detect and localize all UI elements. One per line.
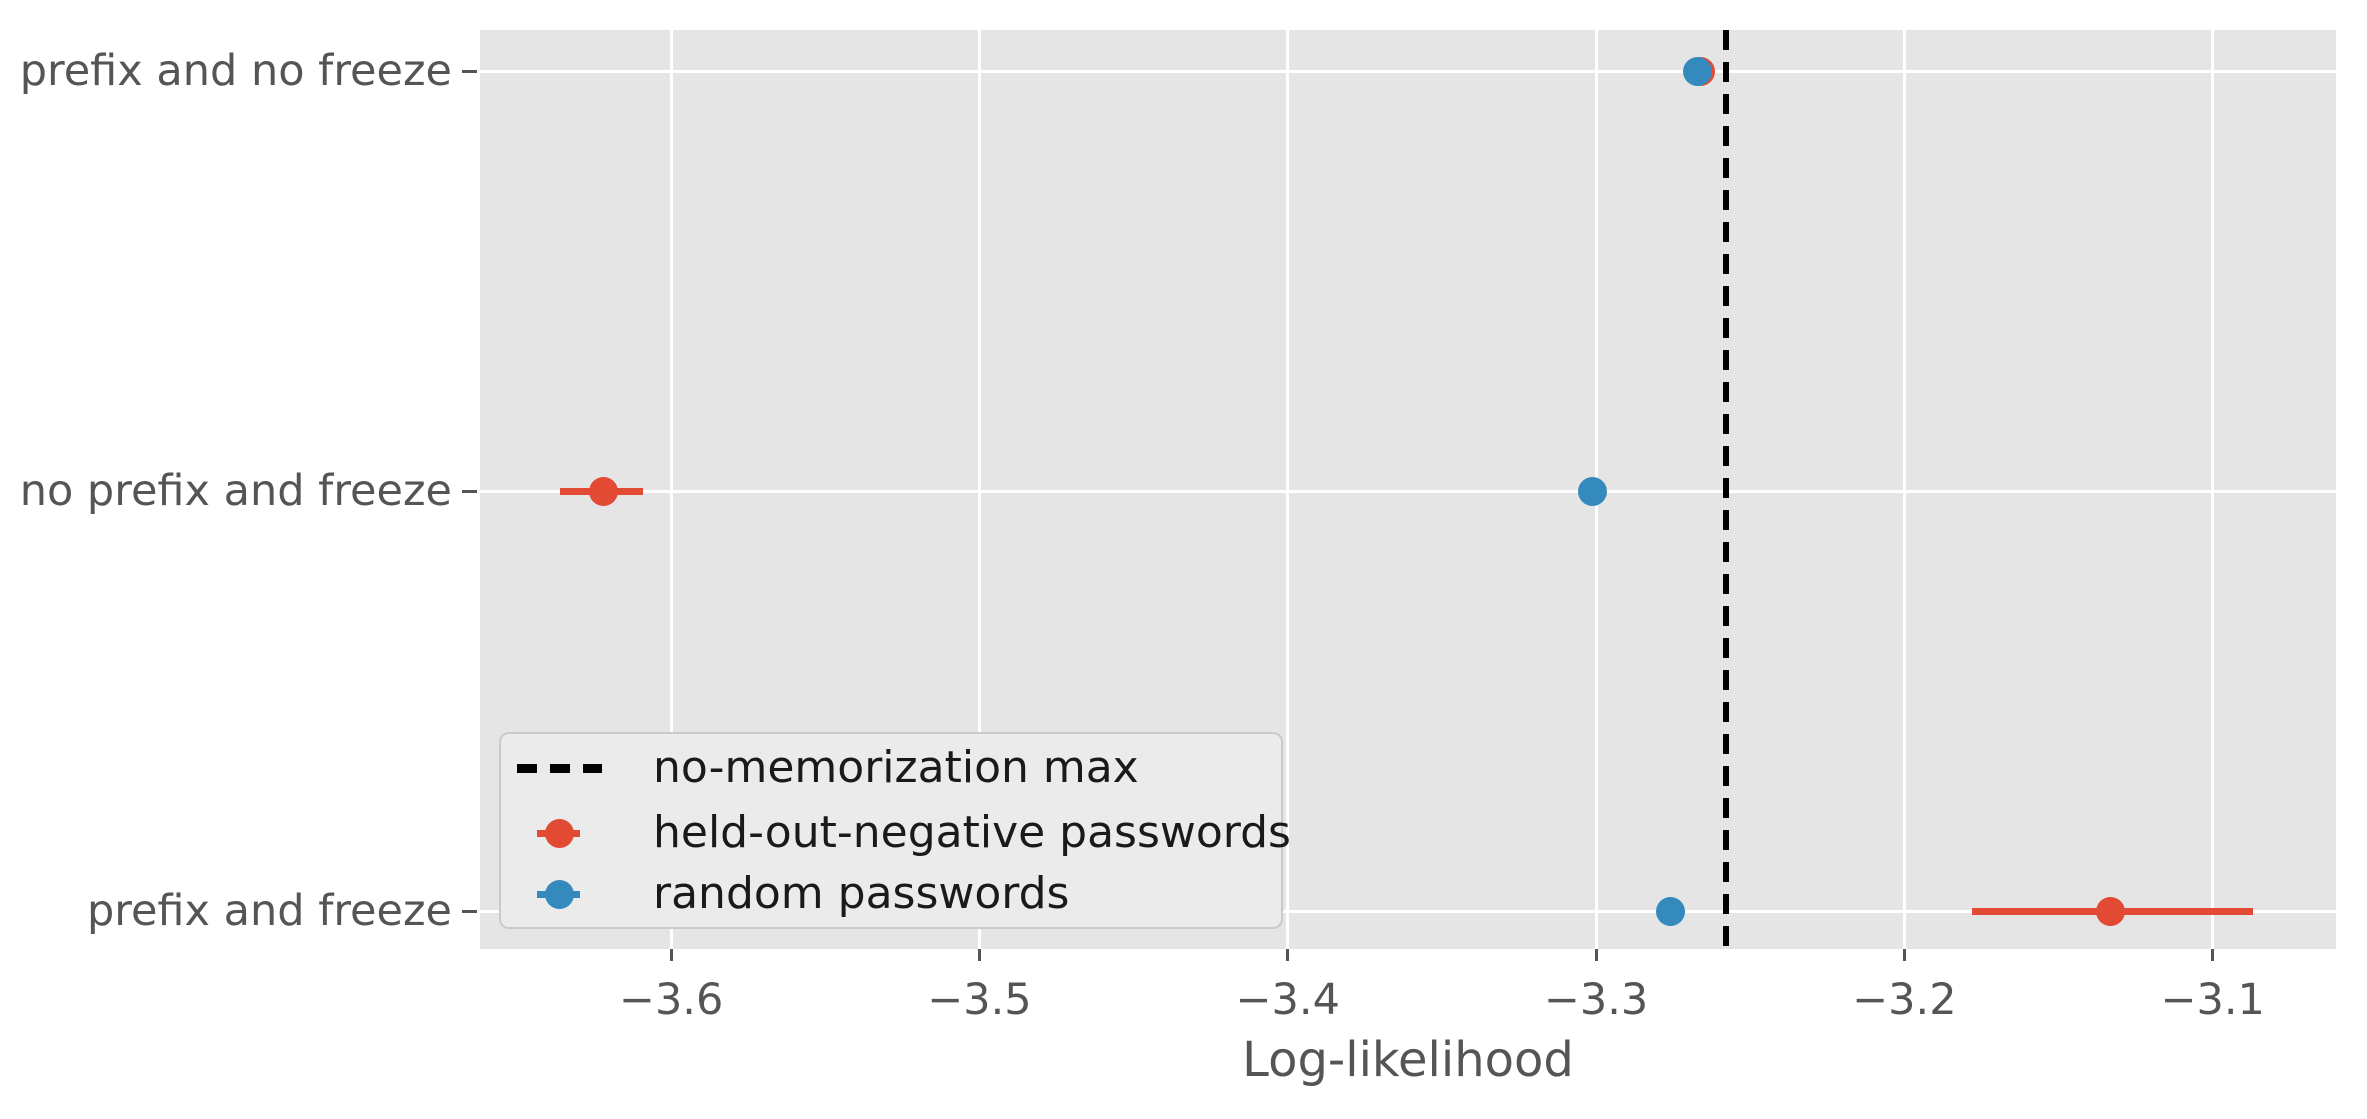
x-tick-mark bbox=[977, 949, 981, 961]
x-tick-label: −3.1 bbox=[2160, 975, 2265, 1025]
marker-random-passwords bbox=[1683, 56, 1713, 86]
no-memorization-max-line bbox=[1722, 30, 1729, 949]
x-tick-label: −3.3 bbox=[1543, 975, 1649, 1025]
errorbar-marker-icon bbox=[517, 870, 621, 918]
legend-dot-swatch bbox=[545, 819, 574, 848]
y-gridline bbox=[480, 489, 2336, 493]
legend-label: no-memorization max bbox=[653, 742, 1139, 793]
y-tick-mark bbox=[462, 69, 477, 73]
y-tick-label: prefix and freeze bbox=[86, 886, 452, 936]
x-tick-mark bbox=[1594, 949, 1598, 961]
marker-held-out-negative-passwords bbox=[2096, 896, 2126, 926]
x-tick-label: −3.6 bbox=[618, 975, 724, 1025]
legend-entry-random-passwords: random passwords bbox=[517, 870, 1271, 918]
legend-entry-held-out-negative-passwords: held-out-negative passwords bbox=[517, 809, 1291, 857]
y-tick-label: no prefix and freeze bbox=[19, 466, 452, 516]
legend: no-memorization max held-out-negative pas… bbox=[499, 732, 1291, 929]
dashed-line-icon bbox=[517, 744, 621, 792]
y-tick-mark bbox=[462, 909, 477, 913]
x-tick-label: −3.2 bbox=[1852, 975, 1957, 1025]
x-axis-label: Log-likelihood bbox=[1242, 1032, 1574, 1088]
legend-label: held-out-negative passwords bbox=[653, 807, 1291, 858]
y-tick-mark bbox=[462, 489, 477, 493]
legend-dot-swatch bbox=[545, 880, 574, 909]
x-tick-mark bbox=[669, 949, 673, 961]
x-tick-label: −3.4 bbox=[1235, 975, 1340, 1025]
legend-label: random passwords bbox=[653, 868, 1070, 919]
marker-random-passwords bbox=[1655, 896, 1685, 926]
marker-random-passwords bbox=[1578, 476, 1608, 506]
x-tick-mark bbox=[2211, 949, 2215, 961]
legend-dash-swatch bbox=[517, 764, 602, 773]
errorbar-marker-icon bbox=[517, 809, 621, 857]
y-gridline bbox=[480, 69, 2336, 73]
y-gridline bbox=[480, 909, 2336, 913]
legend-entry-no-memorization-max: no-memorization max bbox=[517, 744, 1271, 792]
marker-held-out-negative-passwords bbox=[588, 476, 618, 506]
x-tick-label: −3.5 bbox=[927, 975, 1032, 1025]
x-tick-mark bbox=[1902, 949, 1906, 961]
y-tick-label: prefix and no freeze bbox=[19, 46, 452, 96]
x-tick-mark bbox=[1286, 949, 1290, 961]
